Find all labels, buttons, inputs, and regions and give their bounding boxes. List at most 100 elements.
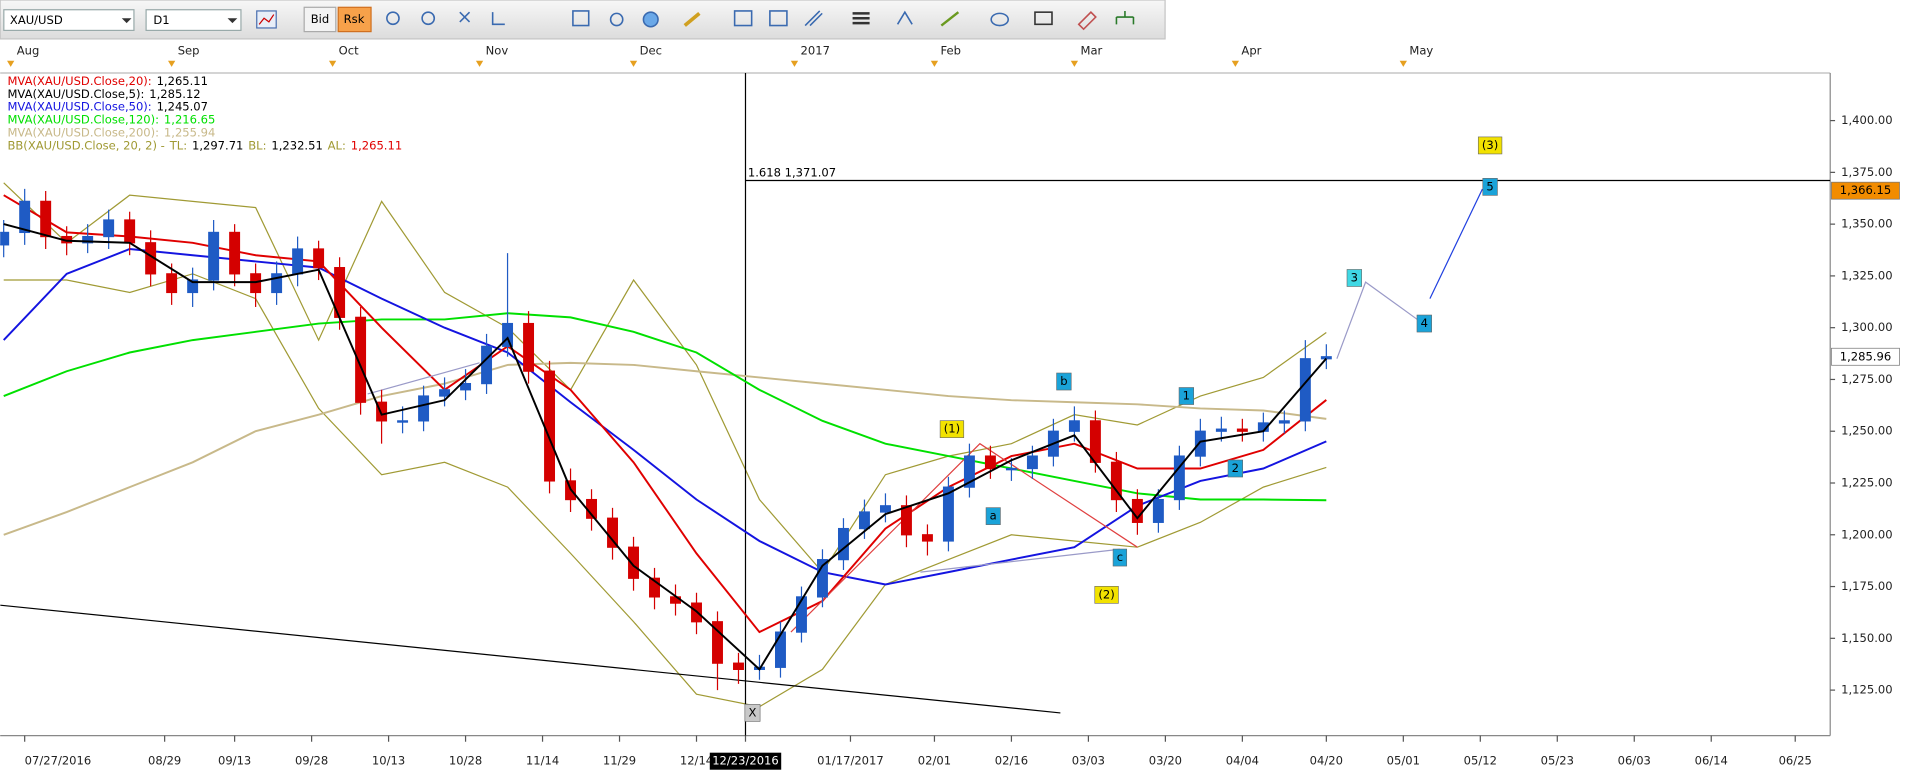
y-tick-label: 1,150.00 <box>1841 631 1892 645</box>
settings-icon[interactable] <box>609 12 624 27</box>
month-label: Feb <box>941 44 961 58</box>
drawn-line <box>920 548 1120 573</box>
symbol-combo[interactable] <box>3 9 135 32</box>
bb-upper <box>3 182 1327 574</box>
candle-body <box>879 505 891 513</box>
zoom-in-icon[interactable] <box>386 11 400 26</box>
legend-text: 1,285.12 <box>149 87 200 101</box>
wave-label-box <box>1227 459 1243 478</box>
levels-icon[interactable] <box>852 12 870 25</box>
wave-label-box <box>939 420 965 438</box>
candle-body <box>19 200 31 234</box>
plot-area <box>0 72 1831 736</box>
timeframe: D1 <box>153 13 169 27</box>
legend-text: MVA(XAU/USD.Close,200): <box>7 126 159 140</box>
drawn-line <box>790 442 1138 633</box>
x-tick-label: 10/13 <box>372 754 405 768</box>
ask-button[interactable] <box>337 6 372 33</box>
overlay-layer: 1,125.00 1,150.00 1,175.00 1,200.00 1,225.00… <box>7 44 1900 770</box>
candle-body <box>963 455 975 488</box>
tool-icons <box>386 10 1135 31</box>
drawn-line <box>1429 188 1483 299</box>
wave-label: 3 <box>1351 270 1358 284</box>
trendline-icon[interactable] <box>940 11 960 27</box>
candle-body <box>649 577 660 598</box>
x-tick-label: 05/12 <box>1464 754 1497 768</box>
x-tick-label: 08/29 <box>148 754 181 768</box>
month-marker <box>1231 60 1240 67</box>
wave-label: (3) <box>1482 138 1498 152</box>
candle-body <box>460 382 472 391</box>
image-icon[interactable] <box>733 10 753 27</box>
legend-text: BL: <box>248 138 266 152</box>
legend-text: MVA(XAU/USD.Close,20): <box>7 74 151 88</box>
candle-body <box>1215 428 1227 432</box>
candle-body <box>796 596 807 633</box>
moving-average <box>3 312 1327 502</box>
fib-label: 1.618 1,371.07 <box>748 166 836 180</box>
candle-body <box>1236 428 1248 432</box>
lines-icon[interactable] <box>804 10 823 27</box>
candle-body <box>858 511 870 530</box>
month-label: Sep <box>178 44 200 58</box>
legend-text: MVA(XAU/USD.Close,120): <box>7 113 159 127</box>
month-label: 2017 <box>801 44 830 58</box>
legend-text: AL: <box>328 138 346 152</box>
wave-label: b <box>1060 374 1067 388</box>
combo-arrow <box>121 18 132 24</box>
ruler-icon[interactable] <box>683 11 701 27</box>
candle-body <box>837 527 849 561</box>
x-tick-label: 01/17/2017 <box>817 754 884 768</box>
text-icon[interactable] <box>1034 11 1053 26</box>
candle-body <box>187 279 199 294</box>
icon-glyph <box>258 14 275 25</box>
candle-body <box>481 345 493 385</box>
wave-label-box <box>1416 314 1432 333</box>
x-tick-label: 07/27/2016 <box>25 754 92 768</box>
candle-body <box>1026 455 1038 470</box>
drawn-line <box>367 362 480 395</box>
candle-body <box>1320 356 1332 360</box>
legend-text: 1,232.51 <box>271 138 322 152</box>
legend-text: 1,265.11 <box>157 74 208 88</box>
bb-lower <box>3 273 1327 708</box>
candle-body <box>1068 420 1080 432</box>
candle-body <box>166 273 178 294</box>
moving-average <box>3 223 1328 671</box>
cursor-icon[interactable] <box>459 11 471 23</box>
wave-label: 5 <box>1486 179 1493 193</box>
wave-label-box <box>744 704 761 722</box>
month-label: Aug <box>17 44 40 58</box>
indicator-icon[interactable] <box>769 10 788 27</box>
eraser-icon[interactable] <box>1077 11 1097 31</box>
candle-body <box>712 621 723 664</box>
y-tick-label: 1,200.00 <box>1841 527 1892 541</box>
legend-text: TL: <box>169 138 187 152</box>
y-tick-label: 1,400.00 <box>1841 113 1892 127</box>
scale-icon[interactable] <box>491 12 505 26</box>
template-icon[interactable] <box>572 10 590 27</box>
moving-average <box>3 361 1327 536</box>
candle-body <box>250 273 262 294</box>
month-label: Mar <box>1080 44 1102 58</box>
globe-icon[interactable] <box>642 11 659 28</box>
candle-body <box>984 455 996 470</box>
drawn-line <box>1336 281 1418 359</box>
month-label: Dec <box>640 44 662 58</box>
wave-label: c <box>1117 550 1123 564</box>
month-marker <box>167 60 176 67</box>
zoom-out-icon[interactable] <box>421 11 436 26</box>
candle-body <box>942 486 954 542</box>
bid-button[interactable] <box>303 6 337 33</box>
timeframe-combo[interactable] <box>145 9 242 32</box>
fan-icon[interactable] <box>896 10 913 25</box>
tree-icon[interactable] <box>1115 10 1135 25</box>
candle-body <box>376 401 388 422</box>
shape-icon[interactable] <box>990 12 1010 27</box>
y-tick-label: 1,175.00 <box>1841 579 1892 593</box>
drawn-line <box>0 604 1061 714</box>
wave-label-box <box>1482 178 1498 196</box>
candle-body <box>103 219 115 238</box>
candle-body <box>775 631 786 668</box>
bid-label: Bid <box>311 12 329 26</box>
